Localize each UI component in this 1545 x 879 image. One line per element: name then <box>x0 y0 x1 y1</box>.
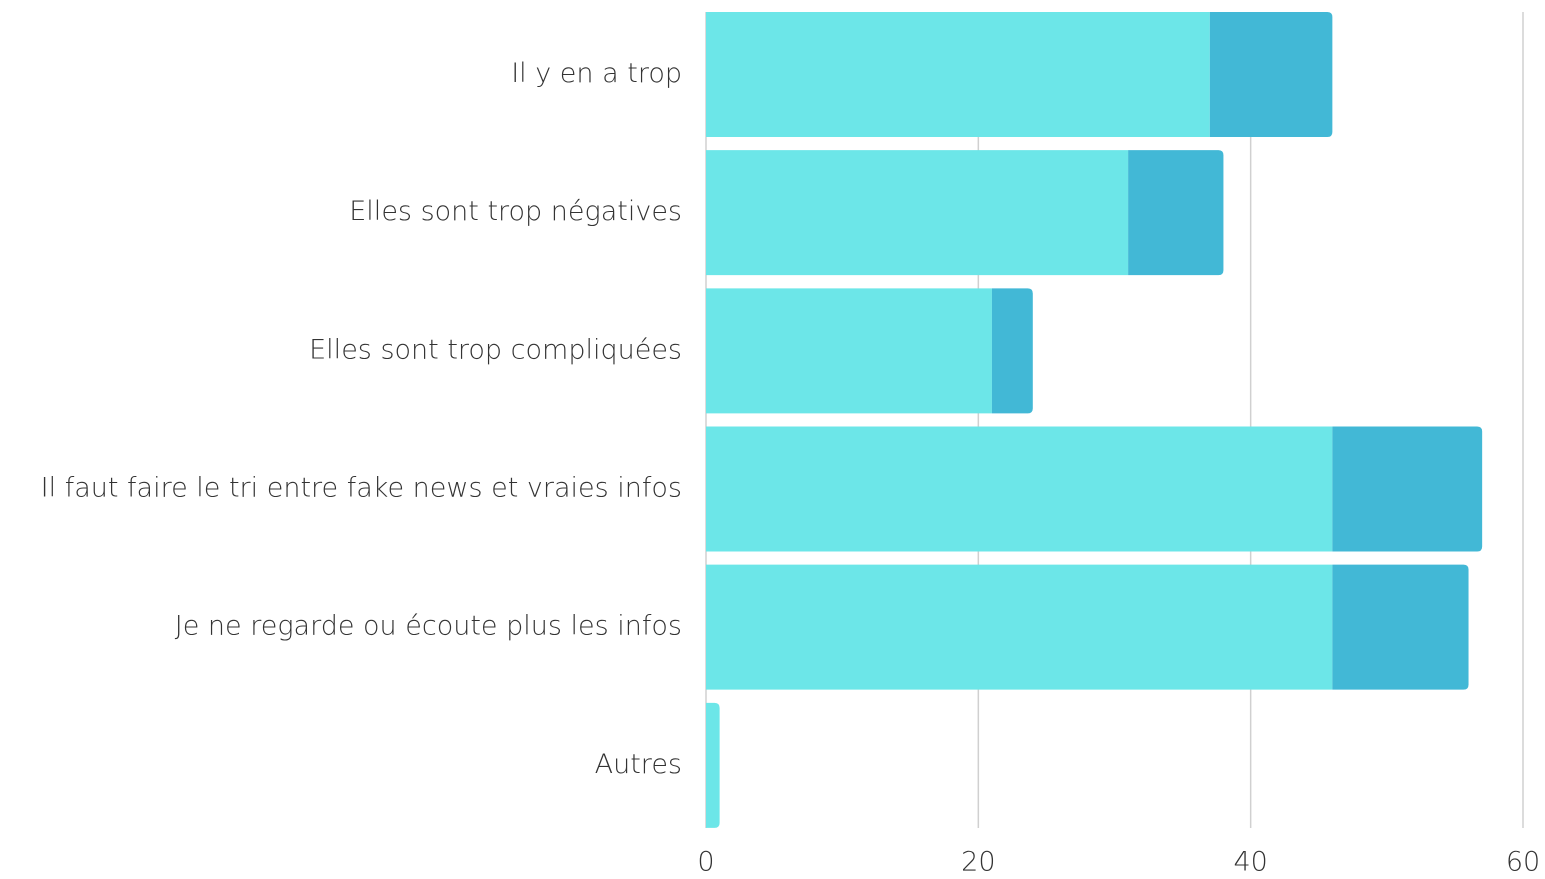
bar-segment <box>1128 150 1224 276</box>
bar-segment <box>706 702 720 828</box>
bar-segment <box>706 150 1129 276</box>
x-tick-label: 0 <box>697 847 714 878</box>
bar-segment <box>1332 564 1469 690</box>
y-tick-label: Je ne regarde ou écoute plus les infos <box>175 611 682 642</box>
x-tick-label: 40 <box>1233 847 1267 878</box>
bar-segment <box>706 564 1333 690</box>
bar-segment <box>706 12 1210 137</box>
bar-segment <box>706 426 1333 552</box>
y-tick-label: Autres <box>595 749 682 780</box>
y-tick-label: Il faut faire le tri entre fake news et … <box>41 473 682 504</box>
bar-segment <box>1332 426 1483 552</box>
bar-segment <box>991 288 1033 414</box>
y-tick-label: Il y en a trop <box>511 58 682 89</box>
bar-segment <box>706 288 992 414</box>
y-tick-label: Elles sont trop négatives <box>349 196 682 227</box>
bar-segment <box>1209 12 1333 137</box>
y-tick-label: Elles sont trop compliquées <box>309 334 682 365</box>
x-tick-label: 20 <box>961 847 995 878</box>
x-tick-label: 60 <box>1506 847 1540 878</box>
